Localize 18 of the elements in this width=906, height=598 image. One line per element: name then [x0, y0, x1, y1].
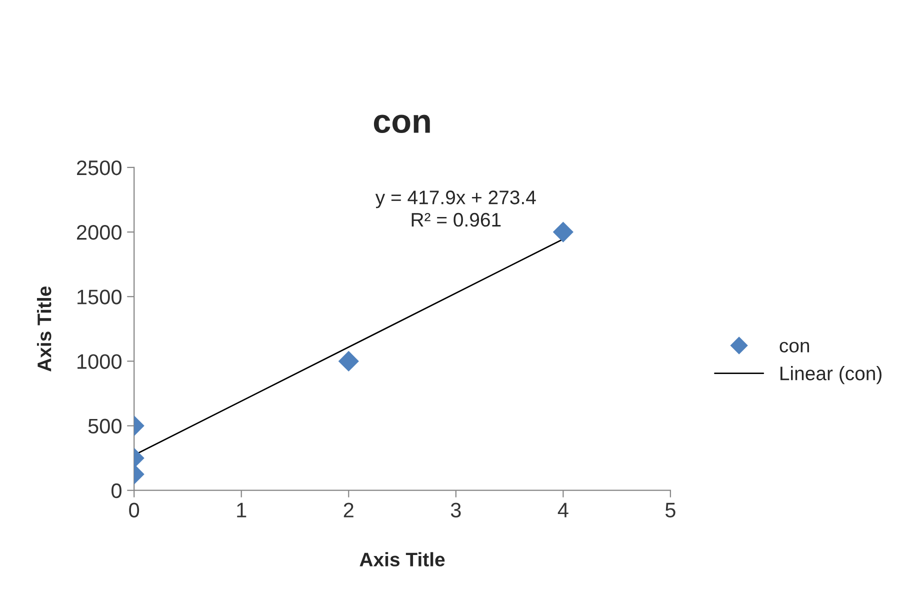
x-tick-label: 2 — [344, 502, 354, 518]
legend-label: con — [780, 342, 810, 352]
annotation: y = 417.9x + 273.4 R² = 0.961 — [375, 190, 536, 227]
y-tick-label: 1500 — [78, 290, 122, 304]
chart-title: con — [374, 114, 430, 134]
y-tick-label: 500 — [88, 418, 122, 434]
y-axis-title: Axis Title — [36, 286, 52, 372]
x-tick-label: 1 — [237, 502, 246, 518]
y-tick-label: 2500 — [76, 160, 122, 176]
y-tick-label: 1000 — [78, 354, 122, 369]
x-tick-label: 5 — [665, 502, 676, 518]
x-tick-label: 3 — [450, 502, 461, 518]
y-tick-label: 2000 — [76, 225, 122, 240]
y-tick-label: 0 — [112, 483, 122, 498]
legend-label: Linear (con) — [780, 366, 882, 384]
x-tick-label: 4 — [558, 502, 568, 518]
x-axis-title: Axis Title — [360, 552, 445, 566]
x-tick-label: 0 — [129, 502, 140, 518]
